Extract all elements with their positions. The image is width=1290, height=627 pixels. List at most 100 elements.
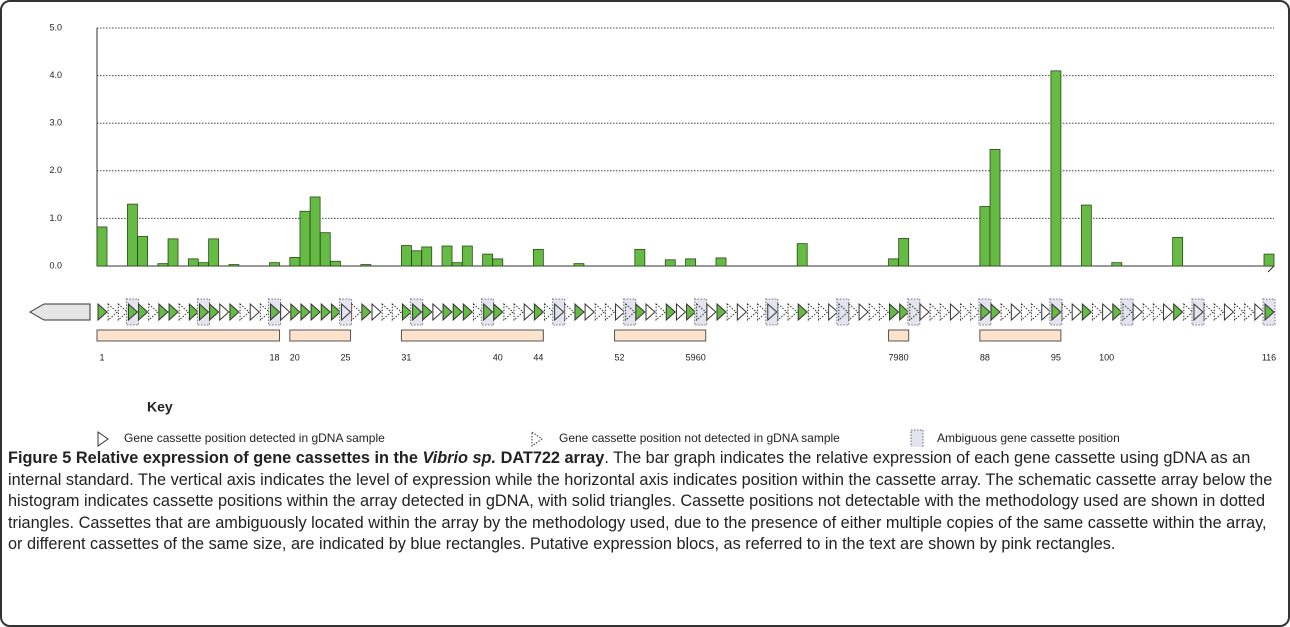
cassette bbox=[1193, 302, 1204, 322]
cassette bbox=[188, 302, 200, 322]
cassette bbox=[1163, 302, 1174, 322]
cassette bbox=[675, 302, 687, 322]
cassette bbox=[270, 302, 281, 322]
cassette bbox=[929, 302, 940, 322]
cassette bbox=[584, 302, 595, 322]
cassette bbox=[615, 302, 626, 322]
cassette bbox=[828, 302, 839, 322]
expression-bloc bbox=[400, 329, 544, 342]
x-tick-label: 88 bbox=[980, 352, 990, 362]
key-icon bbox=[910, 429, 924, 449]
cassette bbox=[1091, 302, 1103, 322]
bar bbox=[167, 238, 179, 267]
bar bbox=[329, 260, 341, 267]
cassette bbox=[290, 302, 301, 322]
cassette bbox=[1183, 302, 1194, 322]
cassette bbox=[209, 302, 220, 322]
cassette bbox=[1041, 302, 1052, 322]
cassette bbox=[320, 302, 332, 322]
y-tick-label: 5.0 bbox=[49, 22, 62, 32]
cassette bbox=[544, 302, 555, 322]
cassette bbox=[625, 302, 636, 322]
expression-bloc bbox=[614, 329, 707, 342]
cassette bbox=[158, 302, 169, 322]
cassette bbox=[351, 302, 362, 322]
cassette bbox=[452, 302, 463, 322]
cassette bbox=[574, 302, 585, 322]
cassette bbox=[736, 302, 748, 322]
bar bbox=[664, 259, 676, 267]
expression-bloc bbox=[289, 329, 352, 342]
cassette bbox=[838, 302, 849, 322]
cassette bbox=[858, 302, 869, 322]
cassette bbox=[422, 302, 433, 322]
cassette bbox=[462, 302, 474, 322]
bar bbox=[96, 226, 108, 267]
cassette bbox=[970, 302, 981, 322]
bar bbox=[1263, 253, 1275, 267]
key-icon bbox=[97, 431, 109, 447]
cassette bbox=[107, 302, 118, 322]
cassette bbox=[949, 302, 961, 322]
caption-title: Vibrio sp. bbox=[422, 449, 497, 467]
cassette bbox=[412, 302, 423, 322]
bar bbox=[1172, 237, 1184, 267]
ambiguous-box bbox=[1120, 298, 1134, 326]
bar bbox=[634, 248, 646, 267]
bar bbox=[888, 258, 899, 267]
cassette bbox=[330, 302, 342, 322]
chart: Key Gene cassette position detected in g… bbox=[28, 22, 1276, 449]
x-tick-label: 80 bbox=[899, 352, 909, 362]
cassette bbox=[1020, 302, 1032, 322]
caption-label: Figure 5 bbox=[8, 449, 72, 467]
cassette bbox=[361, 302, 372, 322]
cassette bbox=[990, 302, 1001, 322]
x-tick-label: 79 bbox=[889, 352, 899, 362]
x-tick-label: 59 bbox=[686, 352, 696, 362]
cassette bbox=[472, 302, 484, 322]
cassette bbox=[523, 302, 534, 322]
x-tick-label: 1 bbox=[99, 352, 104, 362]
cassette bbox=[746, 302, 758, 322]
cassette bbox=[341, 302, 352, 322]
cassette bbox=[939, 302, 951, 322]
ambiguous-box bbox=[836, 298, 850, 326]
cassette bbox=[259, 302, 271, 322]
key-item: Ambiguous gene cassette position bbox=[937, 431, 1120, 445]
cassette bbox=[1234, 302, 1245, 322]
bar bbox=[228, 264, 240, 267]
bar bbox=[208, 238, 220, 267]
bar bbox=[989, 148, 1001, 267]
ambiguous-box bbox=[623, 298, 637, 326]
x-tick-label: 18 bbox=[270, 352, 280, 362]
cassette bbox=[503, 302, 514, 322]
cassette bbox=[1223, 302, 1235, 322]
cassette bbox=[1061, 302, 1072, 322]
cassette bbox=[777, 302, 788, 322]
x-tick-label: 44 bbox=[533, 352, 543, 362]
x-tick-label: 95 bbox=[1051, 352, 1061, 362]
cassette bbox=[513, 302, 524, 322]
cassette bbox=[1081, 302, 1093, 322]
bar bbox=[796, 243, 808, 267]
cassette bbox=[198, 302, 210, 322]
cassette bbox=[229, 302, 240, 322]
cassette bbox=[493, 302, 504, 322]
cassette bbox=[148, 302, 159, 322]
cassette bbox=[807, 302, 819, 322]
y-tick-label: 2.0 bbox=[49, 165, 62, 175]
bar bbox=[360, 264, 372, 267]
bar bbox=[441, 245, 453, 267]
array-start bbox=[28, 303, 91, 321]
x-tick-label: 31 bbox=[401, 352, 411, 362]
bar bbox=[979, 206, 991, 267]
cassette bbox=[696, 302, 707, 322]
bar bbox=[421, 246, 433, 267]
cassette bbox=[787, 302, 798, 322]
expression-bloc bbox=[96, 329, 281, 342]
bar bbox=[1050, 70, 1062, 267]
x-tick-label: 25 bbox=[341, 352, 351, 362]
bar bbox=[187, 258, 199, 267]
cassette bbox=[391, 302, 403, 322]
key-item: Gene cassette position detected in gDNA … bbox=[124, 431, 385, 445]
